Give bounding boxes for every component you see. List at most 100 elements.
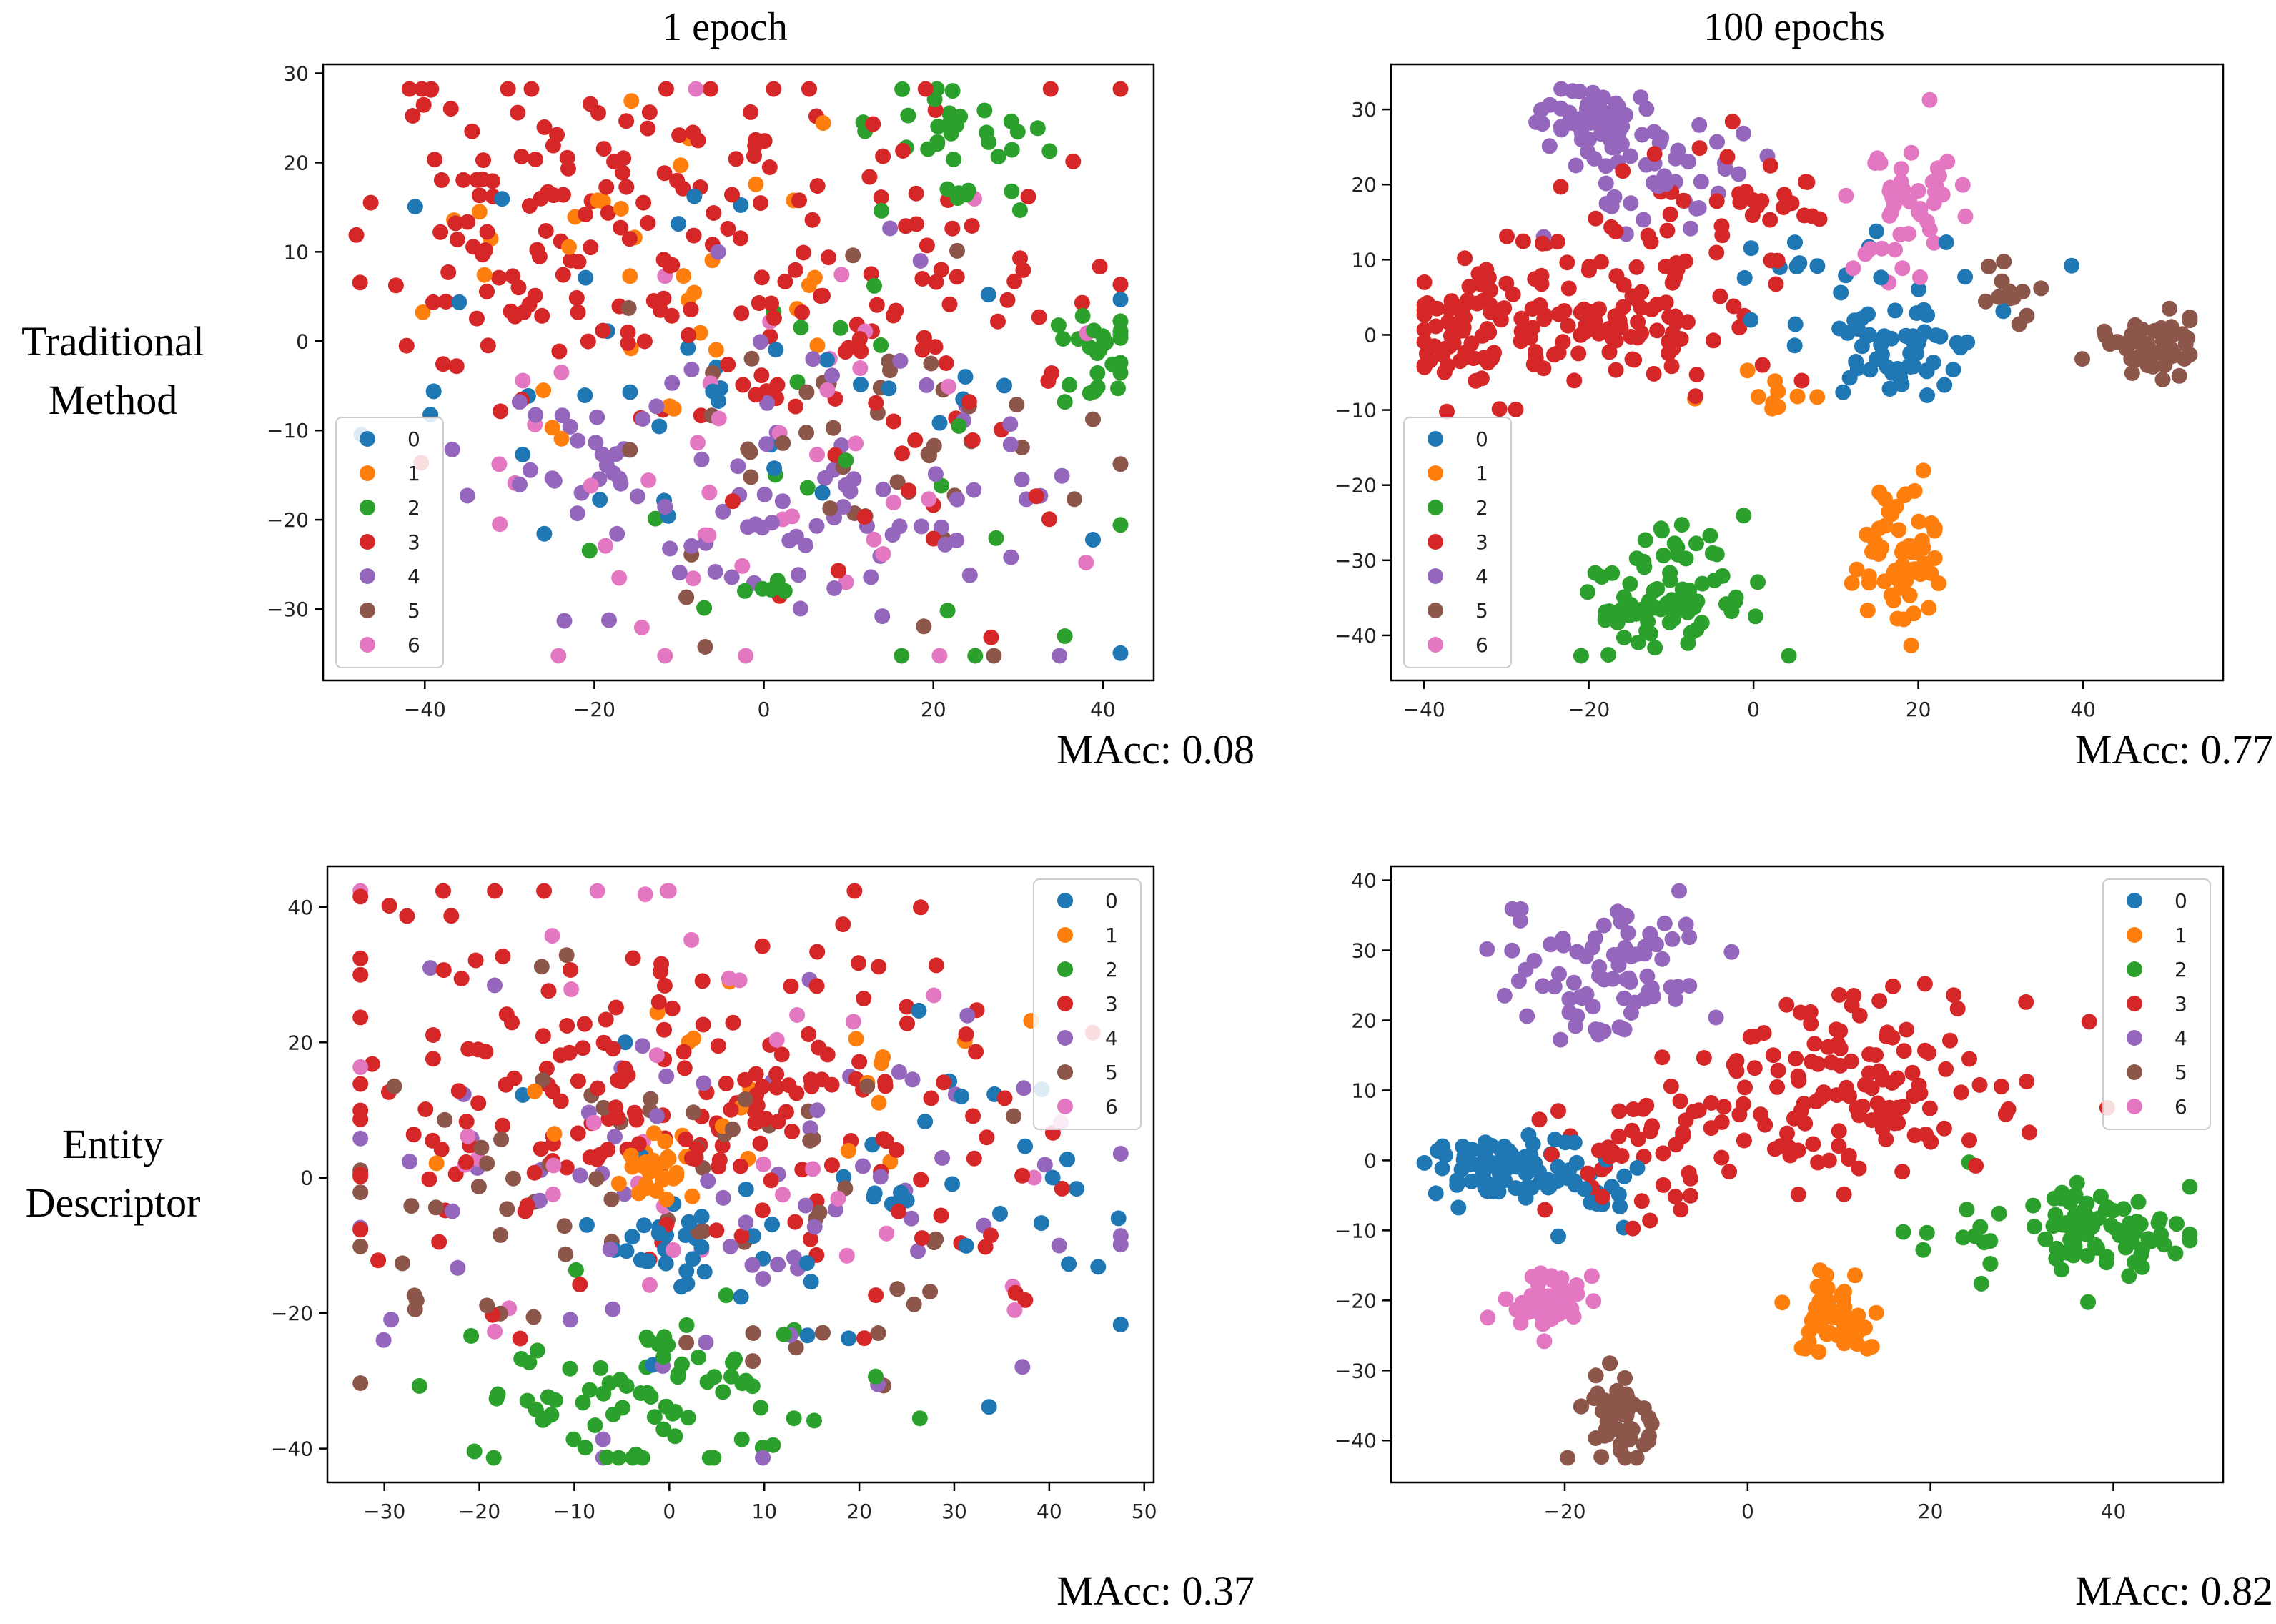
point-class-5 — [2153, 320, 2169, 336]
point-class-2 — [2098, 1254, 2114, 1271]
point-class-4 — [1014, 1359, 1031, 1375]
y-tick-label: −40 — [1335, 1429, 1377, 1452]
point-class-4 — [855, 1158, 871, 1174]
x-tick-label: 20 — [846, 1500, 872, 1523]
point-class-4 — [842, 483, 859, 500]
point-class-3 — [856, 991, 872, 1006]
point-class-2 — [2092, 1188, 2109, 1204]
point-class-3 — [1544, 1147, 1560, 1163]
point-class-3 — [964, 218, 980, 234]
point-class-5 — [2144, 358, 2161, 375]
point-class-5 — [406, 1287, 422, 1304]
point-class-3 — [1588, 210, 1604, 227]
x-tick-label: 40 — [2101, 1500, 2127, 1523]
point-class-3 — [1688, 388, 1703, 405]
point-class-5 — [745, 1325, 761, 1341]
point-class-1 — [1881, 503, 1897, 520]
point-class-4 — [1667, 991, 1683, 1007]
point-class-5 — [622, 442, 638, 458]
point-class-6 — [830, 1190, 846, 1207]
point-class-4 — [383, 1312, 400, 1328]
point-class-3 — [630, 1136, 647, 1152]
point-class-1 — [692, 325, 708, 341]
point-class-0 — [1044, 1169, 1061, 1186]
point-class-3 — [1790, 1142, 1806, 1159]
point-class-4 — [700, 1173, 716, 1189]
point-class-3 — [1566, 372, 1583, 389]
point-class-3 — [917, 81, 934, 97]
point-class-0 — [944, 1176, 961, 1192]
point-class-3 — [1712, 288, 1728, 304]
point-class-3 — [856, 509, 873, 525]
point-class-4 — [805, 351, 821, 367]
x-tick-label: −20 — [573, 698, 615, 721]
point-class-3 — [1646, 146, 1663, 162]
point-class-3 — [821, 249, 837, 266]
point-class-2 — [612, 1372, 628, 1388]
point-class-3 — [425, 1051, 441, 1067]
point-class-1 — [1861, 568, 1877, 585]
point-class-3 — [435, 883, 451, 899]
point-class-5 — [2124, 365, 2140, 381]
point-class-3 — [683, 302, 699, 318]
point-class-3 — [1778, 996, 1795, 1013]
point-class-2 — [521, 1355, 538, 1370]
point-class-2 — [1647, 640, 1663, 656]
point-class-4 — [1595, 917, 1612, 934]
point-class-4 — [1678, 916, 1694, 933]
y-tick-label: 20 — [283, 151, 309, 174]
point-class-1 — [660, 1149, 676, 1165]
point-class-1 — [1868, 1304, 1884, 1321]
point-class-4 — [562, 1312, 578, 1328]
point-class-0 — [686, 188, 703, 204]
point-class-3 — [1735, 1096, 1751, 1112]
point-class-1 — [686, 1030, 702, 1046]
point-class-3 — [662, 257, 678, 274]
point-class-0 — [1612, 1199, 1628, 1214]
point-class-2 — [1089, 365, 1106, 381]
point-class-5 — [1617, 1370, 1633, 1386]
point-class-4 — [1003, 549, 1019, 565]
point-class-6 — [589, 883, 605, 899]
point-class-6 — [352, 1059, 369, 1075]
point-class-3 — [777, 273, 793, 289]
point-class-0 — [1911, 281, 1926, 297]
point-class-6 — [1912, 269, 1928, 285]
point-class-0 — [1736, 269, 1753, 286]
point-class-3 — [535, 1028, 551, 1044]
point-class-2 — [894, 648, 910, 664]
point-class-3 — [1961, 1132, 1977, 1149]
legend-label: 6 — [407, 633, 420, 657]
point-class-3 — [1791, 1072, 1807, 1089]
point-class-3 — [1757, 1116, 1773, 1133]
point-class-2 — [691, 1349, 707, 1365]
point-class-5 — [742, 444, 758, 460]
point-class-5 — [2033, 280, 2049, 297]
point-class-3 — [877, 1074, 893, 1090]
point-class-0 — [1809, 258, 1826, 274]
point-class-3 — [605, 1041, 621, 1057]
scatter-panel-entity-100-epochs: −20 0 20 40 −40 −30 −20 −10 0 10 20 30 40 0 1 2 3 4 5 6 MAcc… — [1335, 865, 2273, 1614]
point-class-3 — [1696, 1050, 1712, 1066]
point-class-6 — [819, 382, 836, 398]
point-class-4 — [444, 1203, 460, 1219]
point-class-3 — [538, 223, 554, 239]
points — [1416, 81, 2198, 664]
point-class-3 — [469, 310, 485, 327]
column-title: 100 epochs — [1703, 5, 1885, 49]
y-tick-label: 30 — [1351, 939, 1377, 963]
legend-marker-3 — [1057, 996, 1073, 1011]
point-class-2 — [786, 1410, 802, 1427]
legend-label: 4 — [1105, 1026, 1118, 1050]
point-class-3 — [873, 189, 889, 205]
point-class-4 — [722, 1238, 738, 1254]
point-class-3 — [447, 215, 464, 232]
point-class-3 — [1505, 287, 1521, 302]
point-class-6 — [683, 931, 700, 948]
point-class-4 — [657, 499, 673, 515]
point-class-5 — [493, 1227, 509, 1243]
point-class-2 — [967, 648, 984, 664]
point-class-3 — [536, 883, 553, 899]
point-class-3 — [928, 274, 944, 290]
point-class-3 — [458, 1114, 475, 1129]
